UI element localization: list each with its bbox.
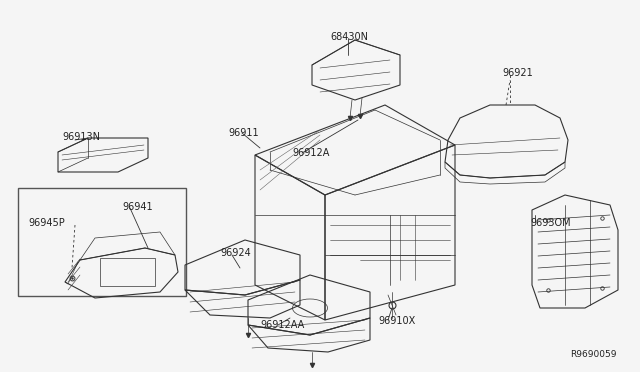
Text: 96941: 96941 — [122, 202, 152, 212]
Text: 96924: 96924 — [220, 248, 251, 258]
Bar — [100, 258, 155, 286]
Text: 96913N: 96913N — [62, 132, 100, 142]
Text: R9690059: R9690059 — [570, 350, 616, 359]
Text: 96912AA: 96912AA — [260, 320, 304, 330]
Text: 96911: 96911 — [228, 128, 259, 138]
Text: 96912A: 96912A — [292, 148, 330, 158]
Text: 9693OM: 9693OM — [530, 218, 571, 228]
Text: 68430N: 68430N — [330, 32, 368, 42]
Text: 96910X: 96910X — [378, 316, 415, 326]
Text: 96945P: 96945P — [28, 218, 65, 228]
Bar — [18, 188, 186, 296]
Text: 96921: 96921 — [502, 68, 532, 78]
